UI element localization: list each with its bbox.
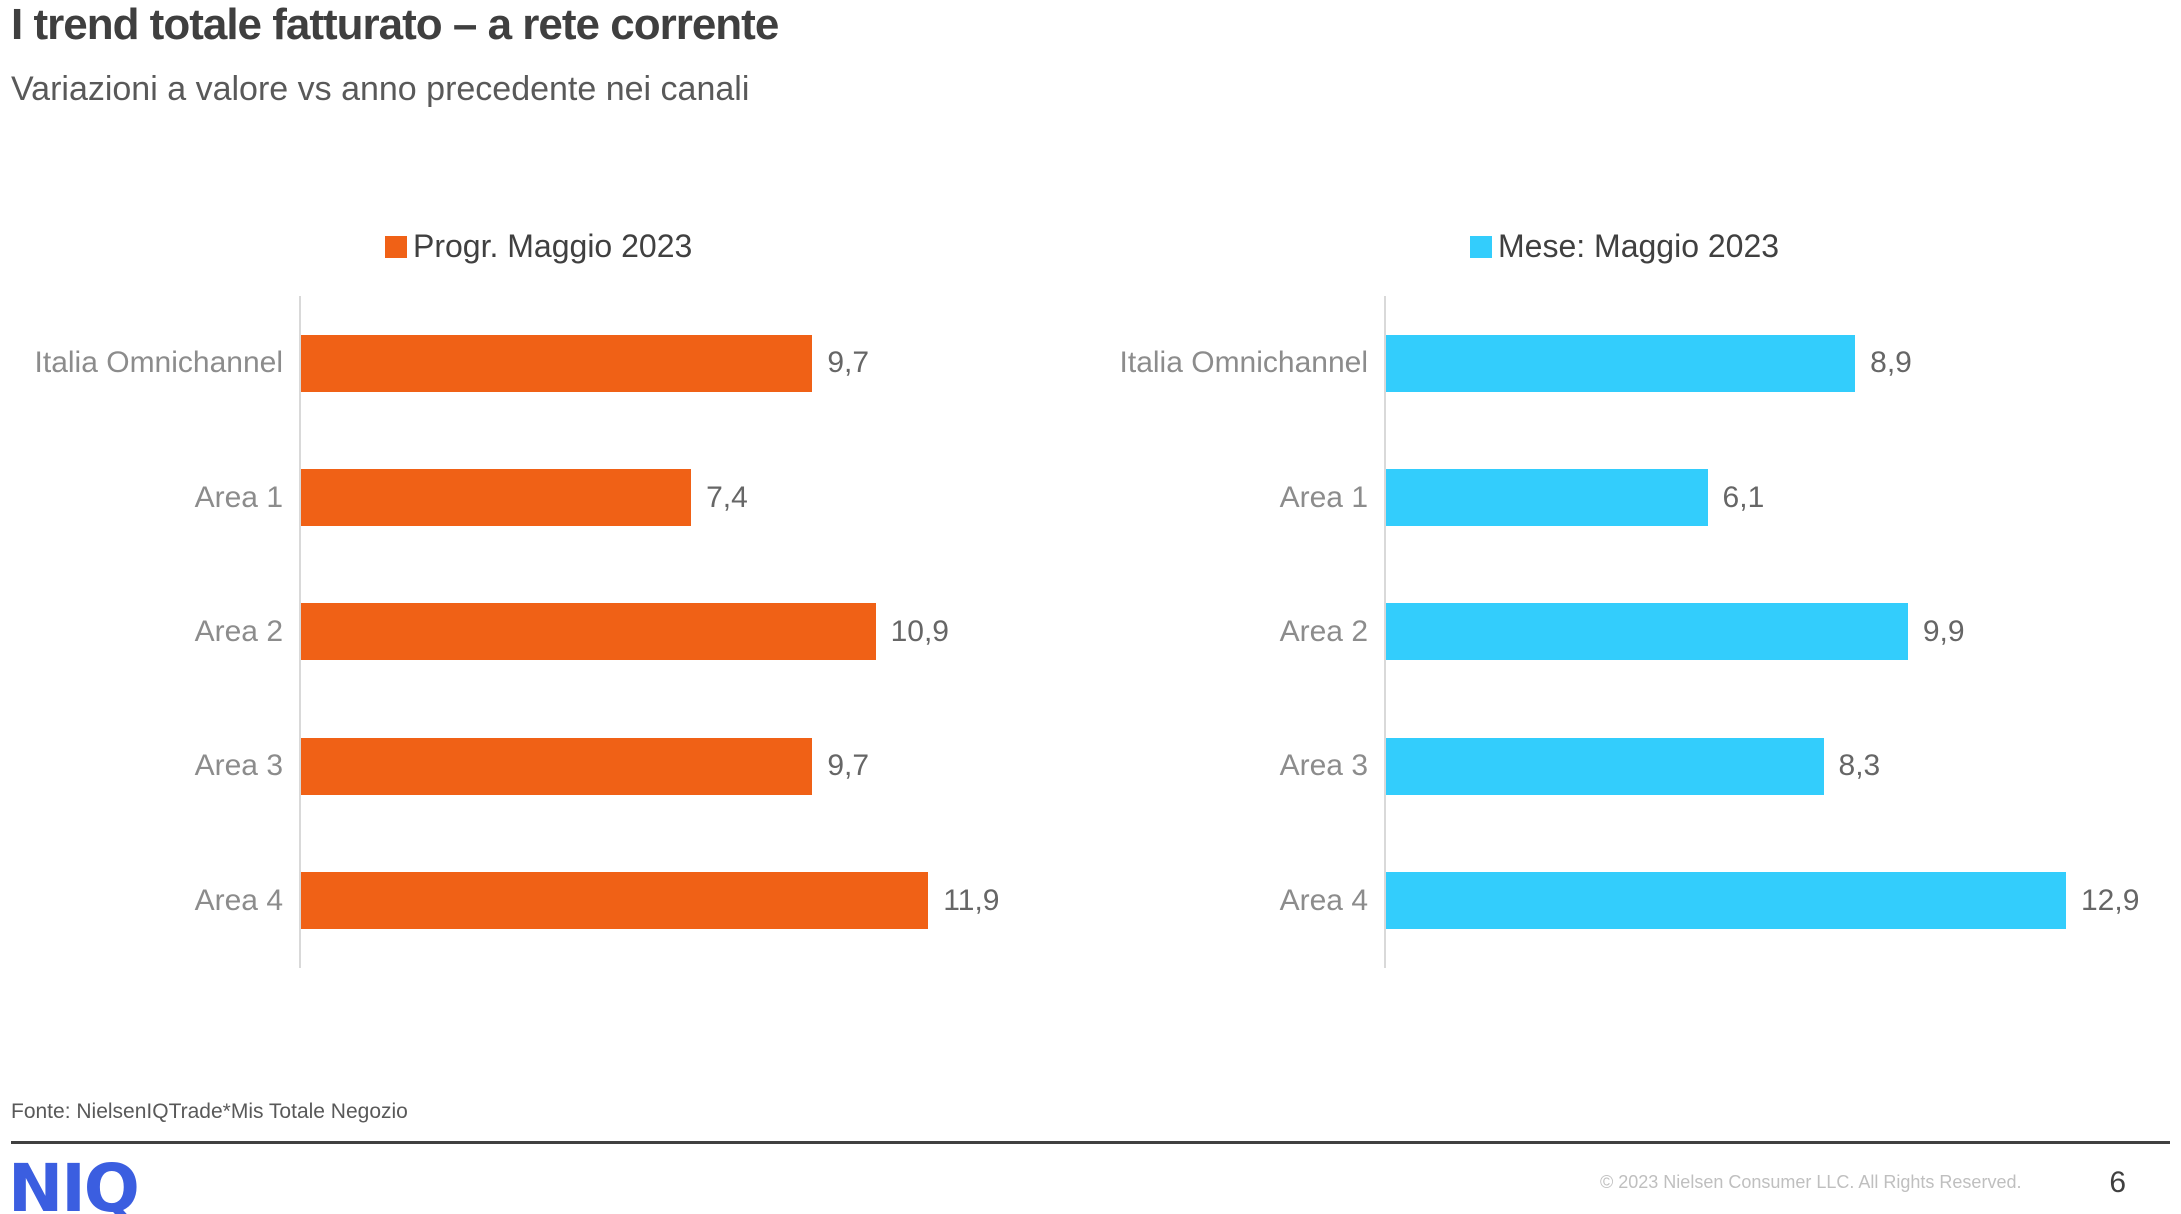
category-label: Italia Omnichannel	[34, 346, 283, 380]
category-label: Area 2	[1279, 614, 1368, 648]
chart-body: Italia Omnichannel Area 1 Area 2 Area 3 Area…	[0, 296, 1039, 968]
category-axis: Italia Omnichannel Area 1 Area 2 Area 3 Area…	[1085, 296, 1384, 968]
category-label: Area 2	[194, 614, 283, 648]
category-label: Area 4	[194, 883, 283, 917]
bar-row: 8,3	[1386, 699, 2124, 833]
legend-label: Progr. Maggio 2023	[413, 228, 693, 264]
category-label: Area 4	[1279, 883, 1368, 917]
bar	[1386, 603, 1908, 661]
page-number: 6	[2109, 1166, 2126, 1199]
bar	[1386, 872, 2066, 930]
bar	[1386, 469, 1708, 527]
bar-row: 10,9	[301, 565, 1039, 699]
legend-swatch-icon	[1470, 235, 1492, 258]
bar-row: 9,9	[1386, 565, 2124, 699]
plot-area: 8,9 6,1 9,9 8,3 12,9	[1384, 296, 2139, 968]
legend: Progr. Maggio 2023	[385, 228, 692, 265]
bar	[1386, 334, 1856, 392]
data-label: 9,9	[1922, 614, 1965, 648]
bar-row: 8,9	[1386, 296, 2124, 430]
bar-row: 7,4	[301, 430, 1039, 564]
data-label: 9,7	[827, 346, 870, 380]
category-label: Italia Omnichannel	[1119, 346, 1368, 380]
legend-swatch-icon	[385, 235, 407, 258]
page-title: I trend totale fatturato – a rete corren…	[11, 0, 779, 49]
chart-progressive-maggio: Progr. Maggio 2023 Italia Omnichannel Are…	[0, 225, 1085, 985]
bar-row: 9,7	[301, 296, 1039, 430]
bar-row: 6,1	[1386, 430, 2124, 564]
category-label: Area 3	[194, 749, 283, 783]
plot-area: 9,7 7,4 10,9 9,7 11,9	[299, 296, 1039, 968]
chart-mese-maggio: Mese: Maggio 2023 Italia Omnichannel Area…	[1085, 225, 2181, 985]
category-label: Area 1	[194, 480, 283, 514]
data-label: 11,9	[943, 883, 1000, 917]
data-label: 9,7	[827, 749, 870, 783]
data-label: 7,4	[706, 480, 748, 514]
category-label: Area 3	[1279, 749, 1368, 783]
copyright-text: © 2023 Nielsen Consumer LLC. All Rights …	[1600, 1172, 2022, 1192]
bar	[1386, 737, 1824, 795]
data-label: 12,9	[2081, 883, 2140, 917]
bar	[301, 872, 929, 930]
chart-body: Italia Omnichannel Area 1 Area 2 Area 3 Area…	[1085, 296, 2139, 968]
legend-label: Mese: Maggio 2023	[1498, 228, 1780, 264]
data-label: 8,9	[1870, 346, 1912, 380]
page-subtitle: Variazioni a valore vs anno precedente n…	[11, 70, 750, 108]
legend: Mese: Maggio 2023	[1470, 228, 1779, 265]
bar	[301, 737, 813, 795]
data-label: 10,9	[890, 614, 949, 648]
data-label: 6,1	[1722, 480, 1765, 514]
bar-row: 12,9	[1386, 834, 2139, 968]
bar-row: 9,7	[301, 699, 1039, 833]
footer-divider	[11, 1141, 2170, 1144]
bar	[301, 334, 813, 392]
category-label: Area 1	[1279, 480, 1368, 514]
niq-logo: NIQ	[8, 1150, 140, 1214]
source-note: Fonte: NielsenIQTrade*Mis Totale Negozio	[11, 1100, 408, 1123]
data-label: 8,3	[1838, 749, 1881, 783]
category-axis: Italia Omnichannel Area 1 Area 2 Area 3 Area…	[0, 296, 299, 968]
bar-row: 11,9	[301, 834, 1039, 968]
bar	[301, 469, 692, 527]
bar	[301, 603, 876, 661]
